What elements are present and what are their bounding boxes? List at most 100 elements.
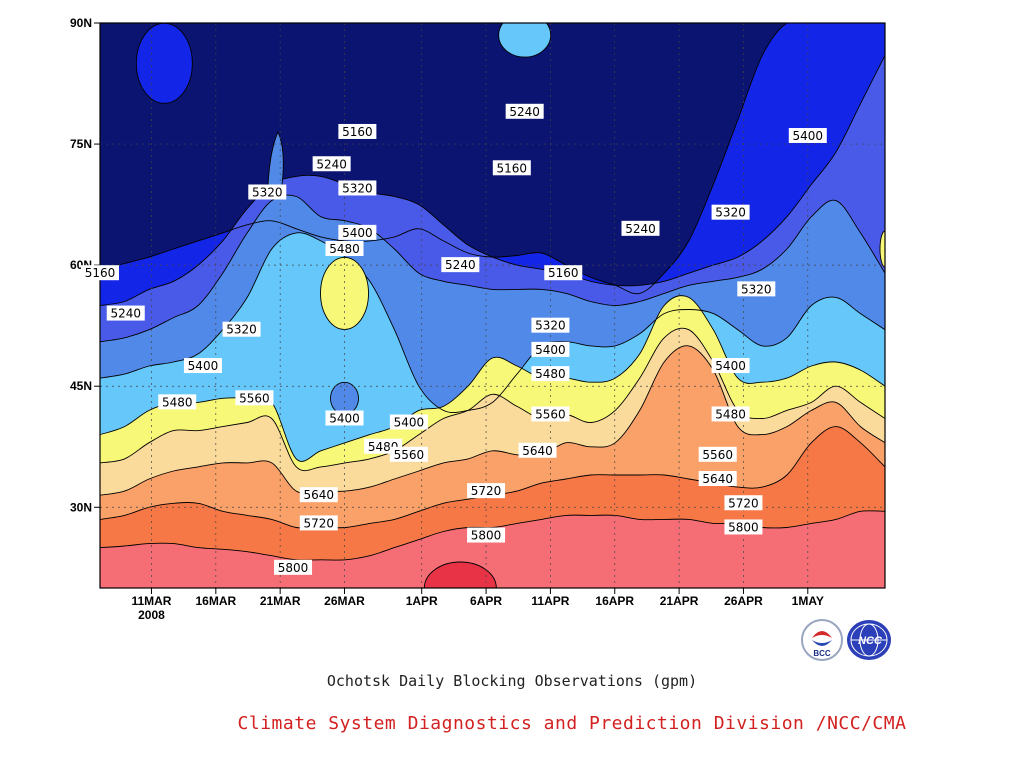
contour-label: 5320: [338, 180, 377, 196]
contour-label: 5400: [338, 224, 377, 240]
contour-label-bg: [518, 442, 557, 458]
contour-label-bg: [698, 471, 737, 487]
contour-label-bg: [531, 317, 570, 333]
contour-line-5560: [100, 327, 885, 472]
credit-text: Climate System Diagnostics and Predictio…: [237, 713, 907, 734]
contour-closed-5240-polar: [135, 23, 193, 104]
contour-label-text: 5160: [497, 161, 528, 175]
contour-label-bg: [621, 220, 660, 236]
contour-label-text: 5560: [394, 448, 425, 462]
ncc-logo-text: NCC: [858, 635, 883, 647]
contour-label-bg: [505, 103, 544, 119]
contour-label: 5400: [183, 358, 222, 374]
contour-label-bg: [711, 358, 750, 374]
contour-label-bg: [788, 128, 827, 143]
contour-lines: [100, 23, 885, 588]
contour-label-text: 5160: [85, 266, 116, 280]
contour-label-text: 5240: [445, 258, 476, 272]
x-tick-label: 1MAY: [792, 594, 824, 608]
x-year-label: 2008: [138, 608, 165, 622]
contour-label-text: 5560: [535, 407, 566, 421]
contour-label: 5320: [222, 321, 261, 337]
contour-label-text: 5400: [394, 416, 425, 430]
contour-label: 5720: [467, 483, 506, 499]
contour-line-5480: [100, 295, 885, 462]
chart-title: Ochotsk Daily Blocking Observations (gpm…: [326, 672, 698, 690]
contour-label: 5480: [711, 406, 750, 422]
contour-label-text: 5400: [329, 412, 360, 426]
contour-label: 5640: [518, 442, 557, 458]
contour-label-bg: [81, 265, 119, 281]
bcc-logo-text: BCC: [813, 649, 831, 658]
contour-label-bg: [441, 257, 480, 273]
contour-label-bg: [737, 281, 776, 297]
contour-label-bg: [698, 446, 737, 462]
contour-label: 5720: [299, 515, 338, 531]
contour-label-text: 5720: [471, 484, 502, 498]
contour-label-bg: [248, 184, 287, 200]
contour-label-bg: [389, 414, 428, 430]
contour-label-text: 5720: [728, 496, 759, 510]
contour-label: 5560: [235, 390, 274, 406]
contour-label-bg: [183, 358, 222, 374]
contour-label-bg: [106, 305, 145, 321]
plot-frame: [99, 22, 886, 589]
contour-label-bg: [724, 495, 763, 511]
contour-label-bg: [338, 123, 377, 139]
contour-label: 5320: [531, 317, 570, 333]
contour-label-bg: [299, 487, 338, 503]
x-tick-label: 16MAR: [195, 594, 236, 608]
contour-label-bg: [325, 241, 364, 256]
contour-label-bg: [274, 559, 313, 575]
contour-label: 5640: [299, 487, 338, 503]
contour-label-text: 5160: [342, 125, 373, 139]
x-tick-label: 26APR: [724, 594, 763, 608]
bcc-logo-icon: BCC: [801, 619, 843, 661]
contour-label: 5800: [274, 559, 313, 575]
contour-label-bg: [711, 406, 750, 422]
x-tick-label: 11MAR: [131, 594, 171, 608]
contour-label-bg: [338, 180, 377, 196]
contour-label-text: 5320: [342, 181, 373, 195]
contour-label-bg: [531, 366, 570, 382]
contour-label: 5160: [544, 265, 583, 281]
contour-label: 5400: [531, 341, 570, 357]
contour-label-bg: [338, 224, 377, 240]
contour-label-bg: [531, 406, 570, 422]
contour-label-text: 5640: [303, 488, 334, 502]
contour-label: 5240: [312, 156, 351, 172]
contour-label-text: 5480: [715, 407, 746, 421]
contour-label-text: 5640: [702, 472, 733, 486]
y-tick-label: 30N: [70, 500, 92, 514]
contour-label-text: 5400: [342, 226, 373, 240]
contour-label: 5560: [389, 446, 428, 462]
x-tick-label: 21APR: [660, 594, 699, 608]
contour-label: 5560: [531, 406, 570, 422]
contour-label: 5240: [106, 305, 145, 321]
contour-label: 5800: [724, 519, 763, 535]
contour-labels: 5160 5240 5320 5320 5400 5480 5560 5160 5240 5320…: [81, 103, 827, 575]
contour-label-bg: [492, 160, 531, 176]
contour-closed-5880-south: [423, 561, 497, 588]
contour-label: 5240: [505, 103, 544, 119]
contour-label-text: 5560: [702, 448, 733, 462]
contour-label: 5800: [467, 527, 506, 543]
contour-label-text: 5640: [522, 444, 553, 458]
contour-label-text: 5240: [110, 307, 141, 321]
contour-label-bg: [325, 410, 364, 426]
contour-label-text: 5560: [239, 391, 270, 405]
contour-label-bg: [299, 515, 338, 531]
contour-label: 5400: [788, 128, 827, 143]
contour-label: 5400: [389, 414, 428, 430]
x-tick-label: 6APR: [470, 594, 502, 608]
contour-closed-5400-polar: [498, 23, 552, 58]
contour-label-text: 5800: [471, 529, 502, 543]
contour-label: 5400: [711, 358, 750, 374]
contour-label: 5160: [492, 160, 531, 176]
contour-label: 5240: [441, 257, 480, 273]
contour-label-text: 5720: [303, 516, 334, 530]
contour-label-text: 5800: [728, 520, 759, 534]
contour-label-text: 5320: [535, 319, 566, 333]
